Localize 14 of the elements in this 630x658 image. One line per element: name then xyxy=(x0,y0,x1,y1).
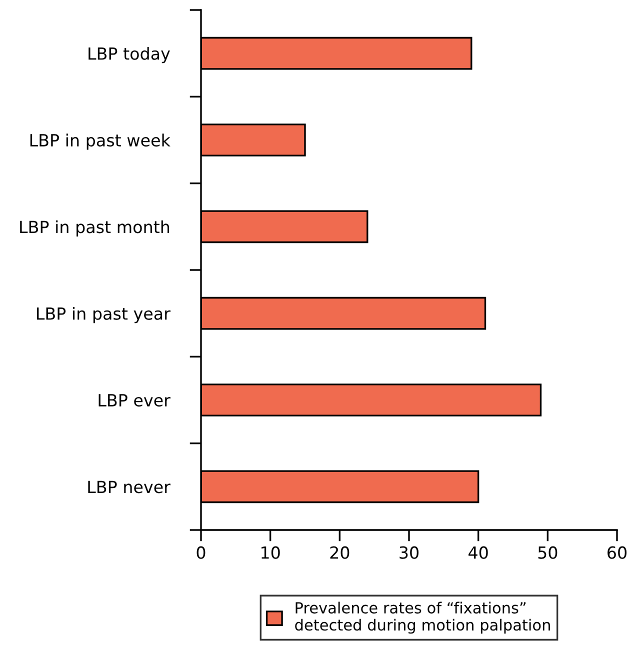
y-tick-label: LBP ever xyxy=(98,394,170,407)
y-tick-label: LBP in past week xyxy=(30,134,170,150)
x-tick-label: 30 xyxy=(400,546,418,559)
x-tick-label: 40 xyxy=(468,546,488,559)
y-tick-label: LBP in past year xyxy=(37,307,170,324)
x-tick-label: 10 xyxy=(262,546,280,559)
legend-label: Prevalence rates of “fixations” detected during motion palpation xyxy=(295,602,550,634)
y-tick-label: LBP never xyxy=(88,480,170,494)
y-tick-label: LBP in past month xyxy=(20,220,170,236)
x-tick-label: 20 xyxy=(330,546,350,559)
y-tick-label: LBP today xyxy=(88,47,170,64)
x-tick-label: 60 xyxy=(608,546,626,559)
x-tick-label: 0 xyxy=(196,546,206,559)
x-tick-label: 50 xyxy=(538,546,558,559)
